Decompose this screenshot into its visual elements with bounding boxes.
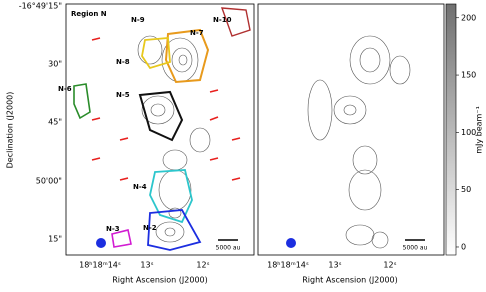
region-n7 (164, 28, 210, 84)
region-n5 (138, 90, 184, 142)
scale-label: 5000 au (216, 245, 241, 252)
colorbar-label: mJy beam⁻¹ (475, 106, 484, 154)
region-label: N-7 (190, 29, 204, 37)
right-panel (257, 3, 445, 256)
beam (286, 238, 296, 248)
x-tick-label: 13ˢ (140, 261, 153, 270)
x-tick-label: 18ʰ18ᵐ14ˢ (79, 261, 121, 270)
region-label: N-4 (133, 183, 147, 191)
region-n10 (220, 7, 251, 37)
x-tick-label: 12ˢ (196, 261, 209, 270)
y-tick-label: -16°49'15" (19, 2, 62, 11)
y-tick-label: 50'00" (36, 177, 62, 186)
region-label: N-3 (106, 225, 120, 233)
region-label: N-9 (131, 16, 145, 24)
y-tick-label: 30" (48, 60, 62, 69)
polarization-segments (91, 37, 241, 181)
x-axis-title: Right Ascension (J2000) (112, 276, 208, 285)
region-label: N-2 (143, 224, 157, 232)
x-axis-title: Right Ascension (J2000) (302, 276, 398, 285)
colorbar-tick-label: 50 (461, 185, 471, 194)
region-label: N-5 (116, 91, 130, 99)
colorbar-tick-label: 100 (461, 128, 476, 137)
region-label: N-8 (116, 58, 130, 66)
right-contours (307, 35, 411, 249)
scale-label: 5000 au (403, 245, 428, 252)
y-tick-label: 45" (48, 118, 62, 127)
region-n6 (73, 83, 91, 120)
colorbar-tick-label: 0 (461, 242, 466, 251)
colorbar-tick-label: 200 (461, 13, 476, 22)
y-tick-label: 15" (48, 235, 62, 244)
region-n3 (111, 229, 132, 248)
region-title: Region N (71, 10, 107, 18)
x-tick-label: 12ˢ (383, 261, 396, 270)
region-n9 (141, 37, 171, 70)
colorbar-tick-label: 150 (461, 71, 476, 80)
region-label: N-6 (58, 85, 72, 93)
y-axis-title: Declination (J2000) (6, 92, 15, 169)
region-n2 (147, 209, 202, 251)
region-label: N-10 (213, 16, 232, 24)
x-tick-label: 13ˢ (328, 261, 341, 270)
colorbar (445, 3, 457, 256)
x-tick-label: 18ʰ18ᵐ14ˢ (267, 261, 309, 270)
region-n4 (149, 169, 193, 224)
beam (96, 238, 106, 248)
